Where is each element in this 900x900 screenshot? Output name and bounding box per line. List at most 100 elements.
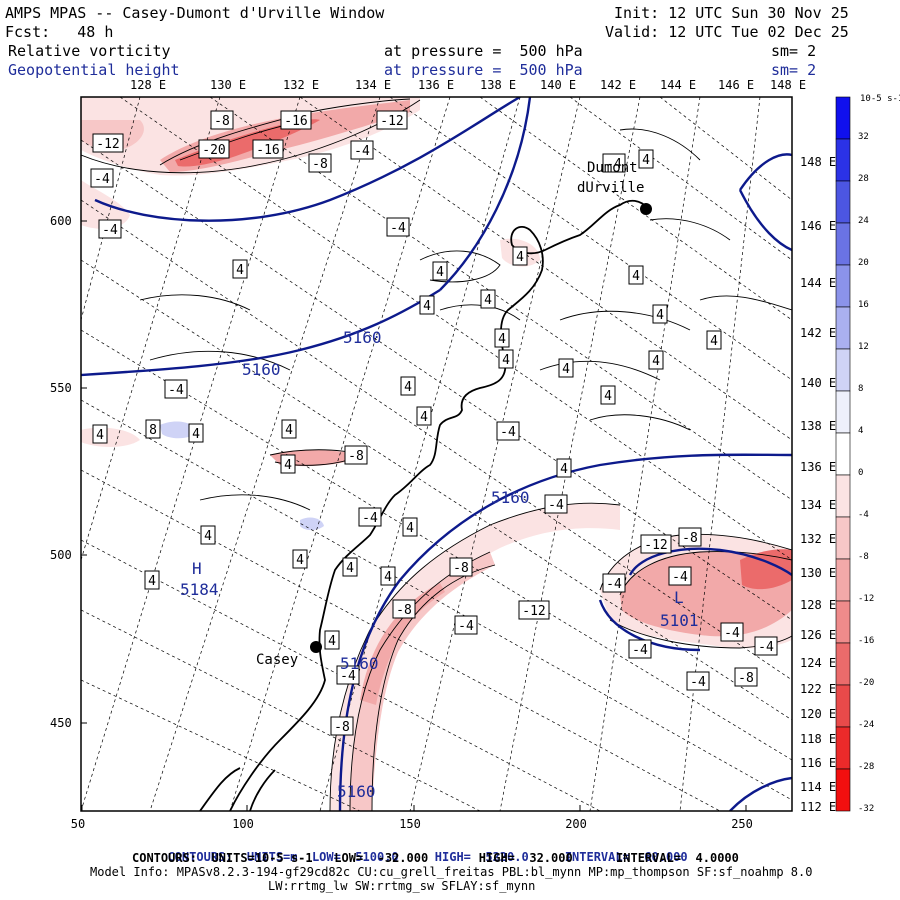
colorbar-label: 20 xyxy=(858,258,869,268)
top-longitude-label: 144 E xyxy=(660,78,696,92)
height-label: 5160 xyxy=(340,654,379,673)
svg-text:4: 4 xyxy=(642,153,650,168)
right-longitude-label: 148 E xyxy=(800,155,836,169)
vorticity-contour-label: -8 xyxy=(449,557,473,577)
bottom-axis-tick: 250 xyxy=(731,817,753,831)
vorticity-contour-label: -20 xyxy=(198,139,230,159)
svg-text:4: 4 xyxy=(423,299,431,314)
svg-text:-12: -12 xyxy=(644,538,667,553)
vorticity-contour-label: 4 xyxy=(419,295,435,315)
colorbar-segment xyxy=(835,684,851,728)
svg-text:4: 4 xyxy=(285,423,293,438)
colorbar-segment xyxy=(835,222,851,266)
height-label: 5160 xyxy=(337,782,376,801)
svg-text:4: 4 xyxy=(502,353,510,368)
left-axis-tick: 550 xyxy=(50,381,72,395)
svg-text:-4: -4 xyxy=(606,577,622,592)
colorbar-label: 32 xyxy=(858,132,869,142)
height-contours xyxy=(81,97,792,811)
svg-text:-4: -4 xyxy=(758,640,774,655)
colorbar-label: 12 xyxy=(858,342,869,352)
svg-text:4: 4 xyxy=(384,570,392,585)
bottom-axis-tick: 100 xyxy=(232,817,254,831)
colorbar-label: -20 xyxy=(858,678,874,688)
svg-text:4: 4 xyxy=(96,428,104,443)
vorticity-contour-label: -8 xyxy=(678,527,702,547)
height-contour-info: CONTOURS: UNITS=m LOW= 5100.0 HIGH= 5220… xyxy=(153,838,687,864)
vorticity-contour-info: CONTOURS: UNITS=10-5 s-1 LOW= -32.000 HI… xyxy=(132,851,739,865)
vorticity-contour-label: -4 xyxy=(98,219,122,239)
svg-text:8: 8 xyxy=(149,423,157,438)
height-contour-info-b: HIGH= 5220.0 xyxy=(434,850,529,864)
right-longitude-label: 140 E xyxy=(800,376,836,390)
svg-text:4: 4 xyxy=(656,308,664,323)
right-longitude-label: 136 E xyxy=(800,460,836,474)
vorticity-contour-label: 4 xyxy=(281,419,297,439)
right-longitude-label: 120 E xyxy=(800,707,836,721)
vorticity-contour-label: -12 xyxy=(376,110,408,130)
colorbar-label: 16 xyxy=(858,300,869,310)
low-marker: L xyxy=(674,588,684,607)
bottom-axis: 50 100 150 200 250 xyxy=(71,805,753,831)
svg-text:-12: -12 xyxy=(522,604,545,619)
vorticity-contour-label: -8 xyxy=(392,599,416,619)
vorticity-contour-label: -4 xyxy=(754,636,778,656)
vorticity-contour-label: 4 xyxy=(512,246,528,266)
svg-text:-4: -4 xyxy=(724,626,740,641)
height-label: 5101 xyxy=(660,611,699,630)
height-labels: 5160 5160 5160 5160 5160 5101 5184 H L xyxy=(180,328,699,801)
svg-text:-12: -12 xyxy=(96,137,119,152)
bottom-axis-tick: 200 xyxy=(565,817,587,831)
vorticity-contour-label: -16 xyxy=(280,110,312,130)
vorticity-contour-label: -4 xyxy=(544,494,568,514)
right-longitude-label: 122 E xyxy=(800,682,836,696)
vorticity-contour-label: 4 xyxy=(638,149,654,169)
vorticity-contour-label: -4 xyxy=(686,671,710,691)
right-longitude-label: 112 E xyxy=(800,800,836,814)
right-longitude-label: 128 E xyxy=(800,598,836,612)
bottom-axis-tick: 50 xyxy=(71,817,85,831)
valid-time: Valid: 12 UTC Tue 02 Dec 25 xyxy=(605,23,849,41)
colorbar-segment xyxy=(835,180,851,224)
model-info-line2: LW:rrtmg_lw SW:rrtmg_sw SFLAY:sf_mynn xyxy=(268,879,536,893)
svg-text:4: 4 xyxy=(560,462,568,477)
right-longitude-label: 130 E xyxy=(800,566,836,580)
vorticity-contour-label: -12 xyxy=(518,600,550,620)
colorbar-label: 0 xyxy=(858,468,863,478)
svg-text:-12: -12 xyxy=(380,114,403,129)
svg-text:4: 4 xyxy=(604,389,612,404)
svg-text:-20: -20 xyxy=(202,143,225,158)
graticule-lines xyxy=(81,97,792,811)
colorbar-label: -12 xyxy=(858,594,874,604)
top-longitude-axis: 128 E 130 E 132 E 134 E 136 E 138 E 140 E 142 E… xyxy=(130,78,806,92)
vorticity-contour-label: 4 xyxy=(402,517,418,537)
colorbar-segment xyxy=(835,726,851,770)
right-longitude-label: 146 E xyxy=(800,219,836,233)
vorticity-contour-label: -8 xyxy=(734,667,758,687)
svg-text:-16: -16 xyxy=(284,114,307,129)
plot-title: AMPS MPAS -- Casey-Dumont d'Urville Wind… xyxy=(5,4,385,22)
forecast-hour: Fcst: 48 h xyxy=(5,23,114,41)
vorticity-contour-label: 4 xyxy=(144,570,160,590)
svg-text:-4: -4 xyxy=(94,172,110,187)
colorbar-segment xyxy=(835,474,851,518)
vorticity-contour-label: -4 xyxy=(90,168,114,188)
vorticity-contour-label: 4 xyxy=(494,328,510,348)
vorticity-contour-label: 4 xyxy=(324,630,340,650)
colorbar-segment xyxy=(835,306,851,350)
vorticity-contour-label: -12 xyxy=(640,534,672,554)
colorbar-segment xyxy=(835,390,851,434)
svg-text:4: 4 xyxy=(346,561,354,576)
vorticity-contour-label: -4 xyxy=(336,665,360,685)
svg-text:4: 4 xyxy=(710,334,718,349)
svg-text:-8: -8 xyxy=(312,157,328,172)
svg-text:4: 4 xyxy=(652,354,660,369)
svg-text:4: 4 xyxy=(236,263,244,278)
right-longitude-axis: 148 E 146 E 144 E 142 E 140 E 138 E 136 E 134 E… xyxy=(800,155,836,814)
vorticity-contour-label: -4 xyxy=(164,379,188,399)
top-longitude-label: 142 E xyxy=(600,78,636,92)
vorticity-contour-label: -8 xyxy=(330,716,354,736)
right-longitude-label: 134 E xyxy=(800,498,836,512)
colorbar-segment xyxy=(835,348,851,392)
